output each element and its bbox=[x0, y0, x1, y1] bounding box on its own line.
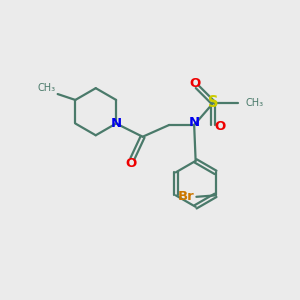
Text: N: N bbox=[189, 116, 200, 129]
Text: S: S bbox=[208, 95, 219, 110]
Text: O: O bbox=[125, 157, 136, 170]
Text: CH₃: CH₃ bbox=[246, 98, 264, 108]
Text: O: O bbox=[214, 120, 225, 133]
Text: Br: Br bbox=[177, 190, 194, 203]
Text: O: O bbox=[189, 77, 200, 90]
Text: CH₃: CH₃ bbox=[37, 82, 55, 93]
Text: N: N bbox=[111, 117, 122, 130]
